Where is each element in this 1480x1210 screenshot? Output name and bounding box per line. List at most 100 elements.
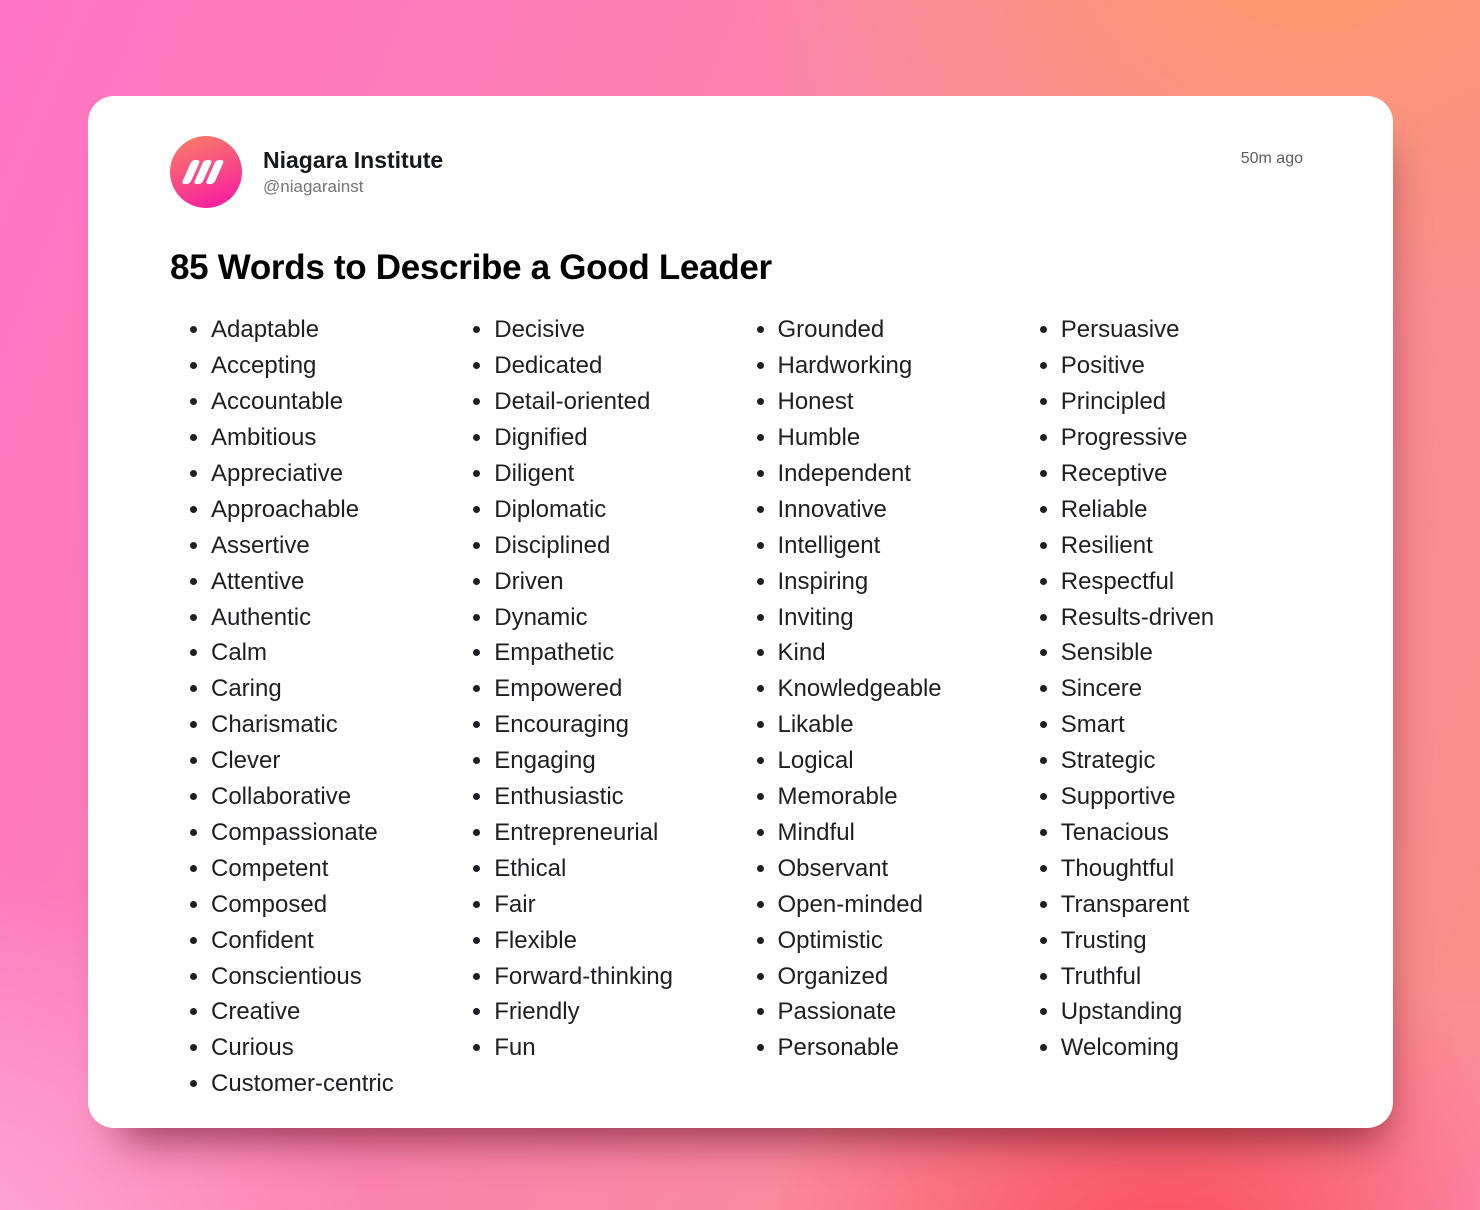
avatar[interactable] [170,136,242,208]
word-item: Progressive [1061,420,1303,456]
word-item: Compassionate [211,815,453,851]
word-item: Assertive [211,528,453,564]
word-item: Fun [494,1030,736,1066]
word-item: Dignified [494,420,736,456]
word-item: Strategic [1061,743,1303,779]
word-item: Welcoming [1061,1030,1303,1066]
word-item: Dedicated [494,348,736,384]
word-item: Inspiring [778,564,1020,600]
word-item: Knowledgeable [778,671,1020,707]
word-item: Creative [211,994,453,1030]
word-item: Persuasive [1061,312,1303,348]
word-item: Trusting [1061,923,1303,959]
niagara-logo-icon [170,136,242,208]
word-column-3: GroundedHardworkingHonestHumbleIndepende… [737,312,1020,1102]
word-item: Detail-oriented [494,384,736,420]
author-handle[interactable]: @niagarainst [263,176,364,196]
word-item: Transparent [1061,887,1303,923]
word-item: Grounded [778,312,1020,348]
word-item: Conscientious [211,959,453,995]
word-item: Organized [778,959,1020,995]
word-item: Diplomatic [494,492,736,528]
word-item: Supportive [1061,779,1303,815]
word-item: Memorable [778,779,1020,815]
word-item: Charismatic [211,707,453,743]
word-item: Disciplined [494,528,736,564]
word-column-4: PersuasivePositivePrincipledProgressiveR… [1020,312,1303,1102]
word-item: Fair [494,887,736,923]
word-item: Open-minded [778,887,1020,923]
page-title: 85 Words to Describe a Good Leader [170,248,772,287]
word-item: Empowered [494,671,736,707]
word-item: Resilient [1061,528,1303,564]
word-item: Appreciative [211,456,453,492]
word-item: Thoughtful [1061,851,1303,887]
word-item: Mindful [778,815,1020,851]
word-item: Optimistic [778,923,1020,959]
word-item: Positive [1061,348,1303,384]
word-item: Upstanding [1061,994,1303,1030]
word-item: Accepting [211,348,453,384]
word-item: Truthful [1061,959,1303,995]
word-item: Attentive [211,564,453,600]
word-item: Innovative [778,492,1020,528]
post-card: Niagara Institute @niagarainst 50m ago 8… [88,96,1393,1128]
word-list: AdaptableAcceptingAccountableAmbitiousAp… [170,312,1303,1102]
word-item: Independent [778,456,1020,492]
author-identity: Niagara Institute @niagarainst [263,147,443,197]
word-item: Respectful [1061,564,1303,600]
word-item: Forward-thinking [494,959,736,995]
word-item: Humble [778,420,1020,456]
word-item: Collaborative [211,779,453,815]
word-item: Sensible [1061,635,1303,671]
word-item: Diligent [494,456,736,492]
word-item: Honest [778,384,1020,420]
word-item: Observant [778,851,1020,887]
word-item: Customer-centric [211,1066,453,1102]
word-item: Kind [778,635,1020,671]
word-item: Encouraging [494,707,736,743]
word-item: Enthusiastic [494,779,736,815]
word-column-1: AdaptableAcceptingAccountableAmbitiousAp… [170,312,453,1102]
post-header: Niagara Institute @niagarainst 50m ago [170,136,1303,208]
word-item: Personable [778,1030,1020,1066]
word-item: Sincere [1061,671,1303,707]
word-item: Smart [1061,707,1303,743]
word-item: Flexible [494,923,736,959]
word-item: Dynamic [494,600,736,636]
word-item: Likable [778,707,1020,743]
author-name[interactable]: Niagara Institute [263,147,444,174]
word-item: Clever [211,743,453,779]
word-item: Results-driven [1061,600,1303,636]
word-item: Inviting [778,600,1020,636]
word-item: Friendly [494,994,736,1030]
word-item: Calm [211,635,453,671]
word-item: Engaging [494,743,736,779]
word-item: Tenacious [1061,815,1303,851]
word-item: Decisive [494,312,736,348]
word-item: Intelligent [778,528,1020,564]
word-item: Entrepreneurial [494,815,736,851]
word-item: Accountable [211,384,453,420]
word-item: Reliable [1061,492,1303,528]
word-item: Driven [494,564,736,600]
word-item: Adaptable [211,312,453,348]
word-item: Hardworking [778,348,1020,384]
word-item: Confident [211,923,453,959]
post-timestamp: 50m ago [1240,150,1303,167]
word-item: Ethical [494,851,736,887]
word-column-2: DecisiveDedicatedDetail-orientedDignifie… [453,312,736,1102]
word-item: Passionate [778,994,1020,1030]
word-item: Competent [211,851,453,887]
word-item: Approachable [211,492,453,528]
word-item: Authentic [211,600,453,636]
word-item: Receptive [1061,456,1303,492]
word-item: Ambitious [211,420,453,456]
word-item: Empathetic [494,635,736,671]
word-item: Caring [211,671,453,707]
word-item: Principled [1061,384,1303,420]
word-item: Composed [211,887,453,923]
word-item: Logical [778,743,1020,779]
word-item: Curious [211,1030,453,1066]
